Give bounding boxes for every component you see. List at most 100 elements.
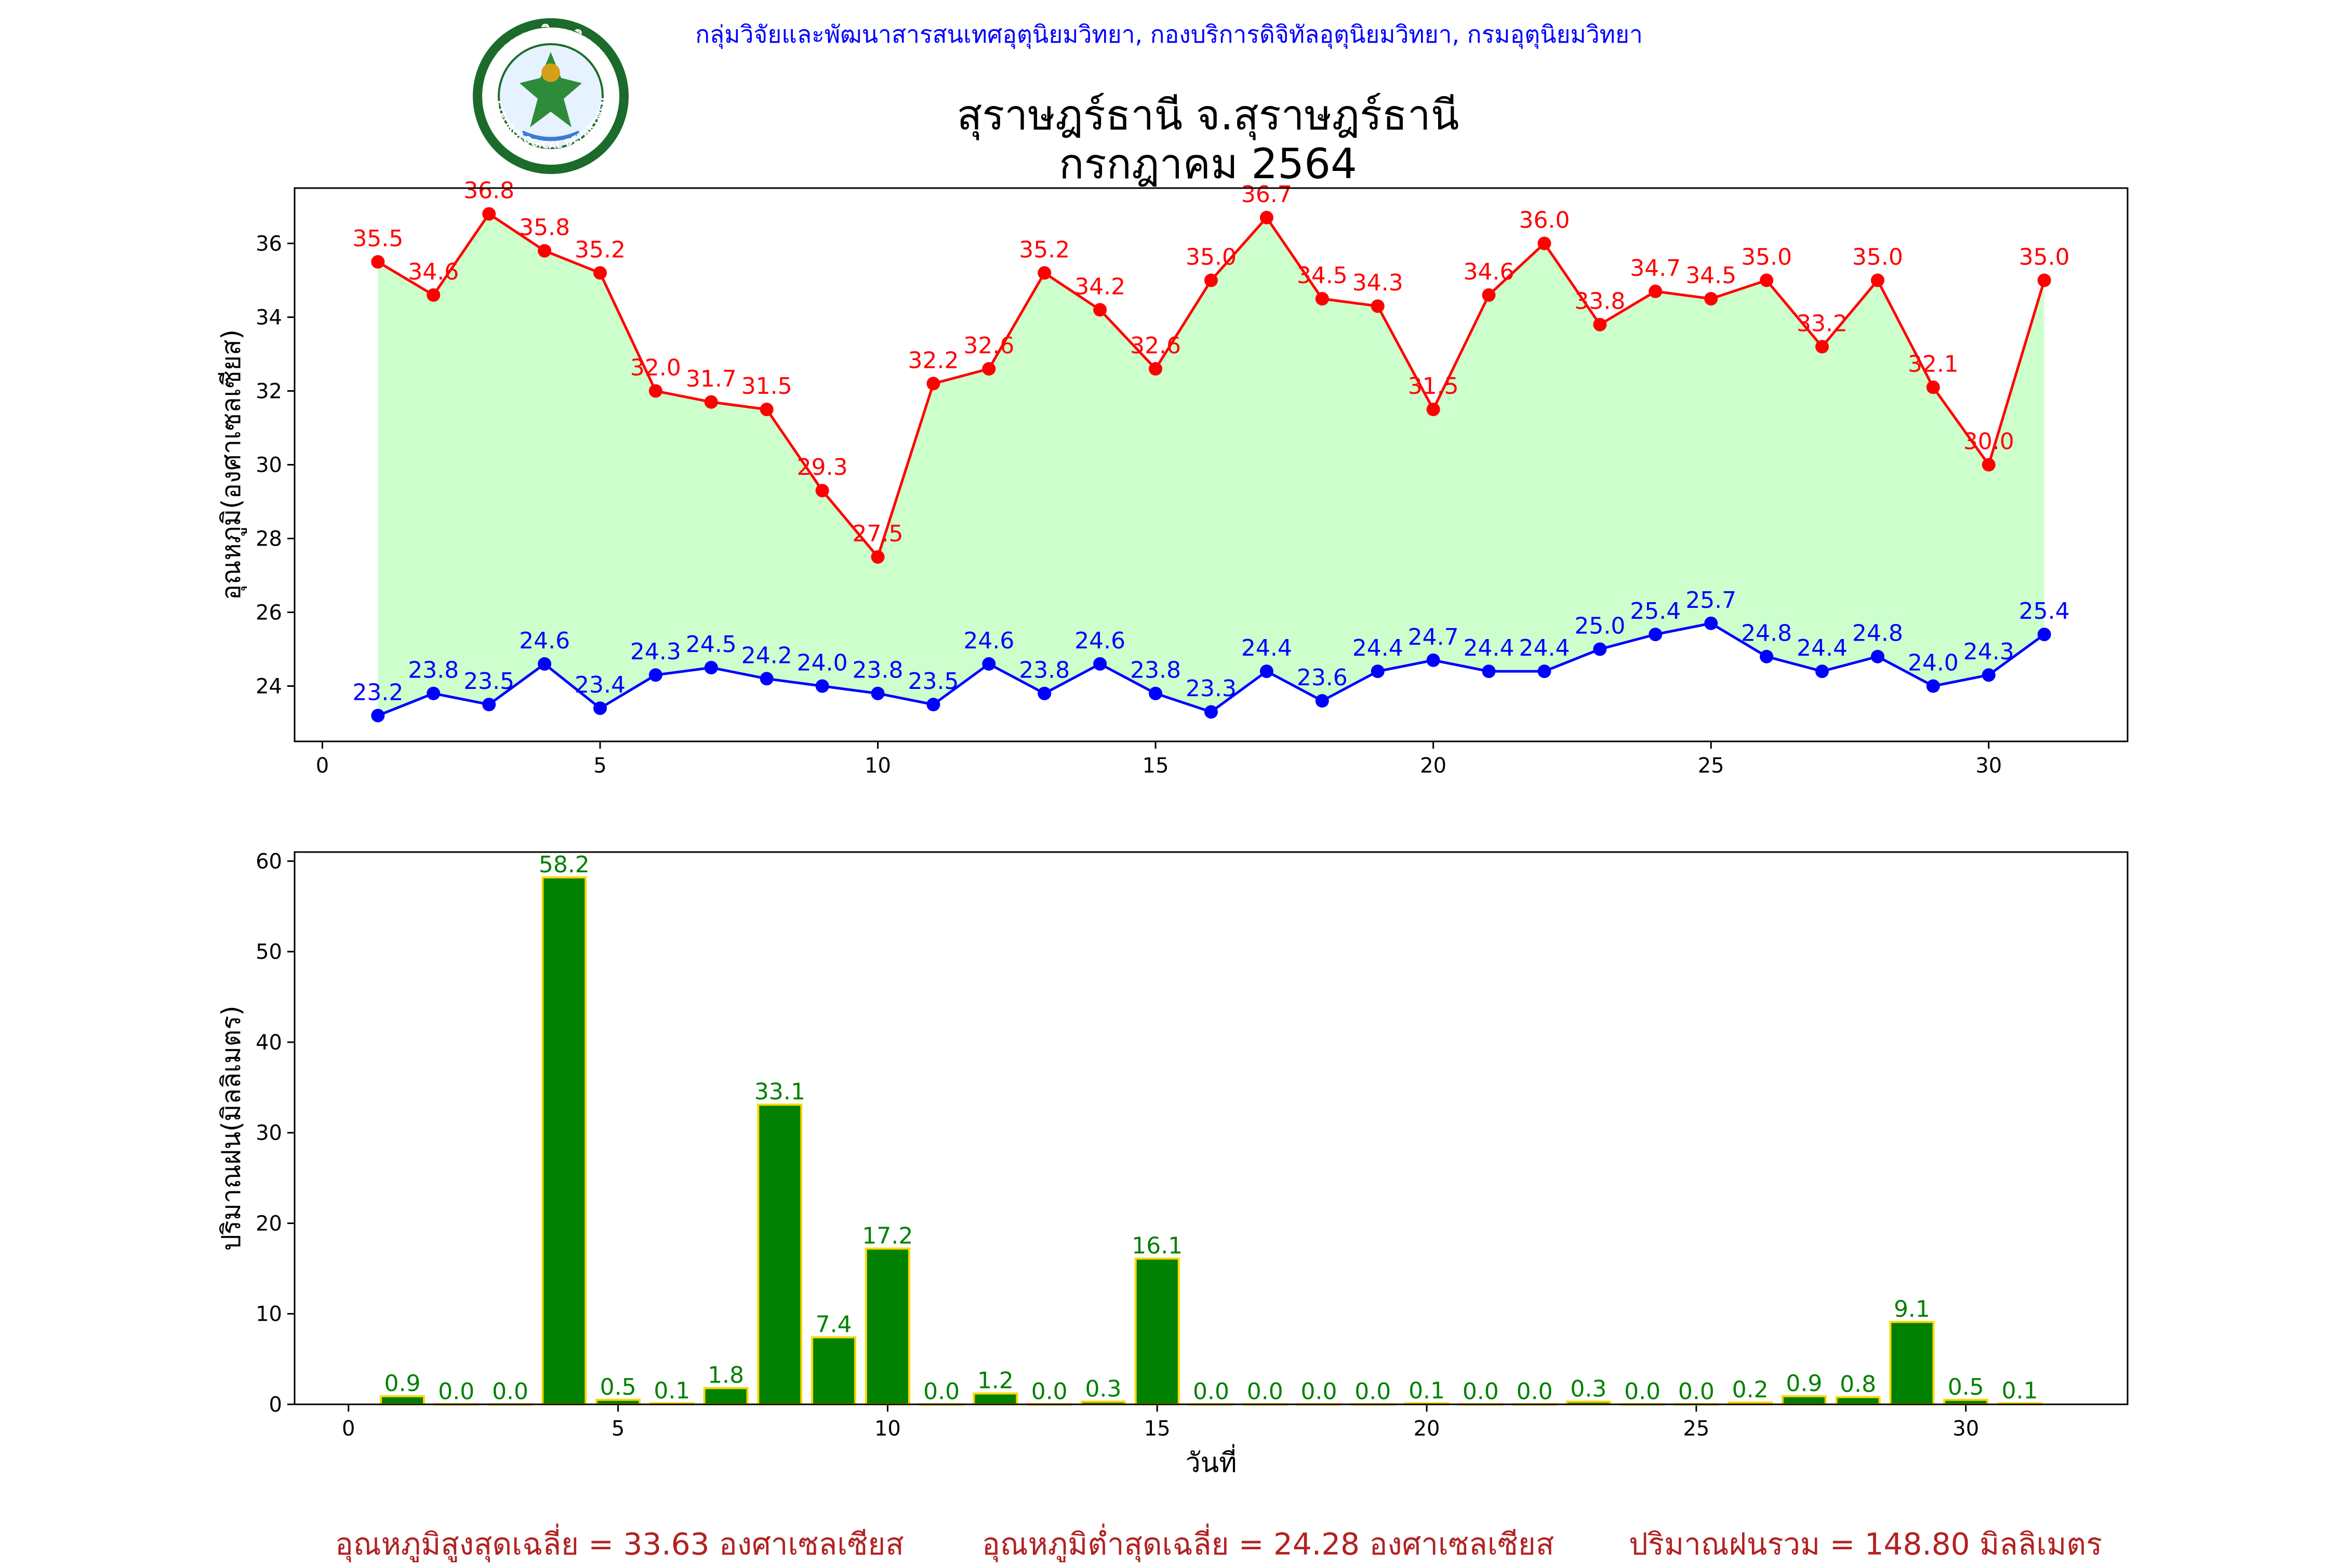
min-temp-point xyxy=(1815,665,1829,679)
rain-bar-label: 0.5 xyxy=(1948,1374,1984,1400)
min-temp-label: 25.4 xyxy=(1630,598,1681,624)
min-temp-point xyxy=(1870,649,1884,663)
max-temp-point xyxy=(1593,317,1607,331)
max-temp-point xyxy=(926,377,940,391)
min-temp-point xyxy=(1649,628,1663,642)
min-temp-point xyxy=(538,657,552,671)
max-temp-label: 36.8 xyxy=(463,178,514,204)
min-temp-label: 24.8 xyxy=(1852,620,1903,647)
min-temp-point xyxy=(427,686,441,700)
max-temp-point xyxy=(593,266,607,280)
y-tick-label: 24 xyxy=(256,675,282,699)
max-temp-point xyxy=(1982,458,1996,472)
max-temp-label: 32.2 xyxy=(908,347,959,374)
total-rain-stat: ปริมาณฝนรวม = 148.80 มิลลิเมตร xyxy=(1629,1526,2103,1562)
min-temp-point xyxy=(704,661,718,674)
min-temp-point xyxy=(1704,616,1718,630)
rain-bar xyxy=(973,1392,1018,1406)
min-temp-point xyxy=(871,686,885,700)
rain-bar-label: 0.3 xyxy=(1570,1376,1606,1402)
x-tick-label: 30 xyxy=(1952,1417,1979,1441)
max-temp-label: 27.5 xyxy=(853,521,904,547)
min-temp-point xyxy=(982,657,996,671)
rain-bar-label: 0.9 xyxy=(384,1370,421,1397)
max-temp-label: 29.3 xyxy=(797,454,848,481)
min-temp-label: 23.2 xyxy=(352,679,403,706)
min-temp-label: 23.5 xyxy=(463,668,514,695)
min-temp-point xyxy=(815,679,829,693)
max-temp-label: 35.8 xyxy=(519,215,570,241)
max-temp-point xyxy=(1259,210,1273,224)
chart-title-station: สุราษฎร์ธานี จ.สุราษฎร์ธานี xyxy=(957,91,1459,139)
x-tick-label: 0 xyxy=(342,1417,355,1441)
y-tick-label: 60 xyxy=(256,849,282,873)
rain-bar-label: 0.0 xyxy=(1463,1378,1499,1405)
rain-bar-label: 0.9 xyxy=(1786,1370,1822,1397)
rain-bar-label: 33.1 xyxy=(754,1079,805,1105)
min-temp-point xyxy=(648,668,662,682)
max-temp-label: 32.6 xyxy=(1130,333,1181,359)
min-temp-point xyxy=(1926,679,1940,693)
temperature-axes-frame xyxy=(294,187,2129,742)
max-temp-point xyxy=(1371,299,1385,313)
rainfall-y-axis-label: ปริมาณฝน(มิลลิเมตร) xyxy=(216,1005,246,1251)
rain-bar-label: 0.5 xyxy=(600,1374,636,1400)
max-temp-label: 33.8 xyxy=(1574,288,1625,315)
min-temp-point xyxy=(760,672,774,686)
avg-min-temp-stat: อุณหภูมิต่ำสุดเฉลี่ย = 24.28 องศาเซลเซีย… xyxy=(982,1526,1555,1562)
rain-bar xyxy=(865,1247,910,1405)
max-temp-label: 31.5 xyxy=(1408,373,1459,400)
min-temp-label: 23.8 xyxy=(1019,657,1070,684)
max-temp-label: 34.7 xyxy=(1630,255,1681,282)
y-tick-label: 32 xyxy=(256,380,282,404)
rain-bar-label: 0.3 xyxy=(1085,1376,1121,1402)
min-temp-label: 23.8 xyxy=(853,657,904,684)
x-tick-label: 15 xyxy=(1144,1417,1171,1441)
max-temp-point xyxy=(1482,288,1496,302)
rain-bar xyxy=(380,1395,426,1406)
max-temp-point xyxy=(1704,292,1718,305)
max-temp-point xyxy=(1204,273,1218,287)
rain-bar xyxy=(703,1387,749,1406)
rain-bar-label: 0.0 xyxy=(492,1378,528,1405)
y-tick-label: 34 xyxy=(256,306,282,330)
x-tick-label: 0 xyxy=(316,754,329,778)
max-temp-point xyxy=(538,244,552,258)
max-temp-point xyxy=(1649,284,1663,298)
min-temp-point xyxy=(1204,705,1218,719)
rain-bar-label: 1.2 xyxy=(977,1367,1014,1394)
max-temp-point xyxy=(1870,273,1884,287)
max-temp-point xyxy=(815,484,829,498)
max-temp-label: 34.5 xyxy=(1685,262,1736,289)
rain-bar-label: 17.2 xyxy=(862,1222,913,1249)
rain-bar-label: 0.0 xyxy=(1193,1378,1229,1405)
rain-bar xyxy=(757,1104,803,1406)
rain-bar-label: 0.0 xyxy=(1031,1378,1068,1405)
min-temp-label: 24.0 xyxy=(797,650,848,676)
min-temp-label: 24.0 xyxy=(1908,650,1959,676)
max-temp-label: 34.3 xyxy=(1352,270,1403,296)
min-temp-point xyxy=(1093,657,1107,671)
rain-bar-label: 16.1 xyxy=(1132,1232,1183,1259)
max-temp-point xyxy=(871,550,885,564)
rain-bar-label: 0.0 xyxy=(438,1378,474,1405)
rain-bar-label: 0.0 xyxy=(1517,1378,1553,1405)
x-tick-label: 30 xyxy=(1975,754,2002,778)
max-temp-label: 30.0 xyxy=(1963,429,2014,455)
min-temp-label: 25.4 xyxy=(2019,598,2070,624)
min-temp-label: 23.3 xyxy=(1186,675,1237,702)
min-temp-label: 24.4 xyxy=(1241,635,1292,661)
min-temp-label: 24.6 xyxy=(1074,628,1125,654)
max-temp-point xyxy=(1815,340,1829,354)
min-temp-point xyxy=(1371,665,1385,679)
max-temp-point xyxy=(482,207,496,221)
y-tick-label: 30 xyxy=(256,1121,282,1145)
min-temp-label: 24.5 xyxy=(686,631,737,658)
max-temp-label: 35.0 xyxy=(2019,244,2070,271)
max-temp-label: 31.5 xyxy=(741,373,792,400)
max-temp-point xyxy=(704,395,718,409)
avg-max-temp-stat: อุณหภูมิสูงสุดเฉลี่ย = 33.63 องศาเซลเซีย… xyxy=(335,1526,904,1562)
rain-bar xyxy=(1781,1395,1827,1406)
y-tick-label: 10 xyxy=(256,1303,282,1326)
